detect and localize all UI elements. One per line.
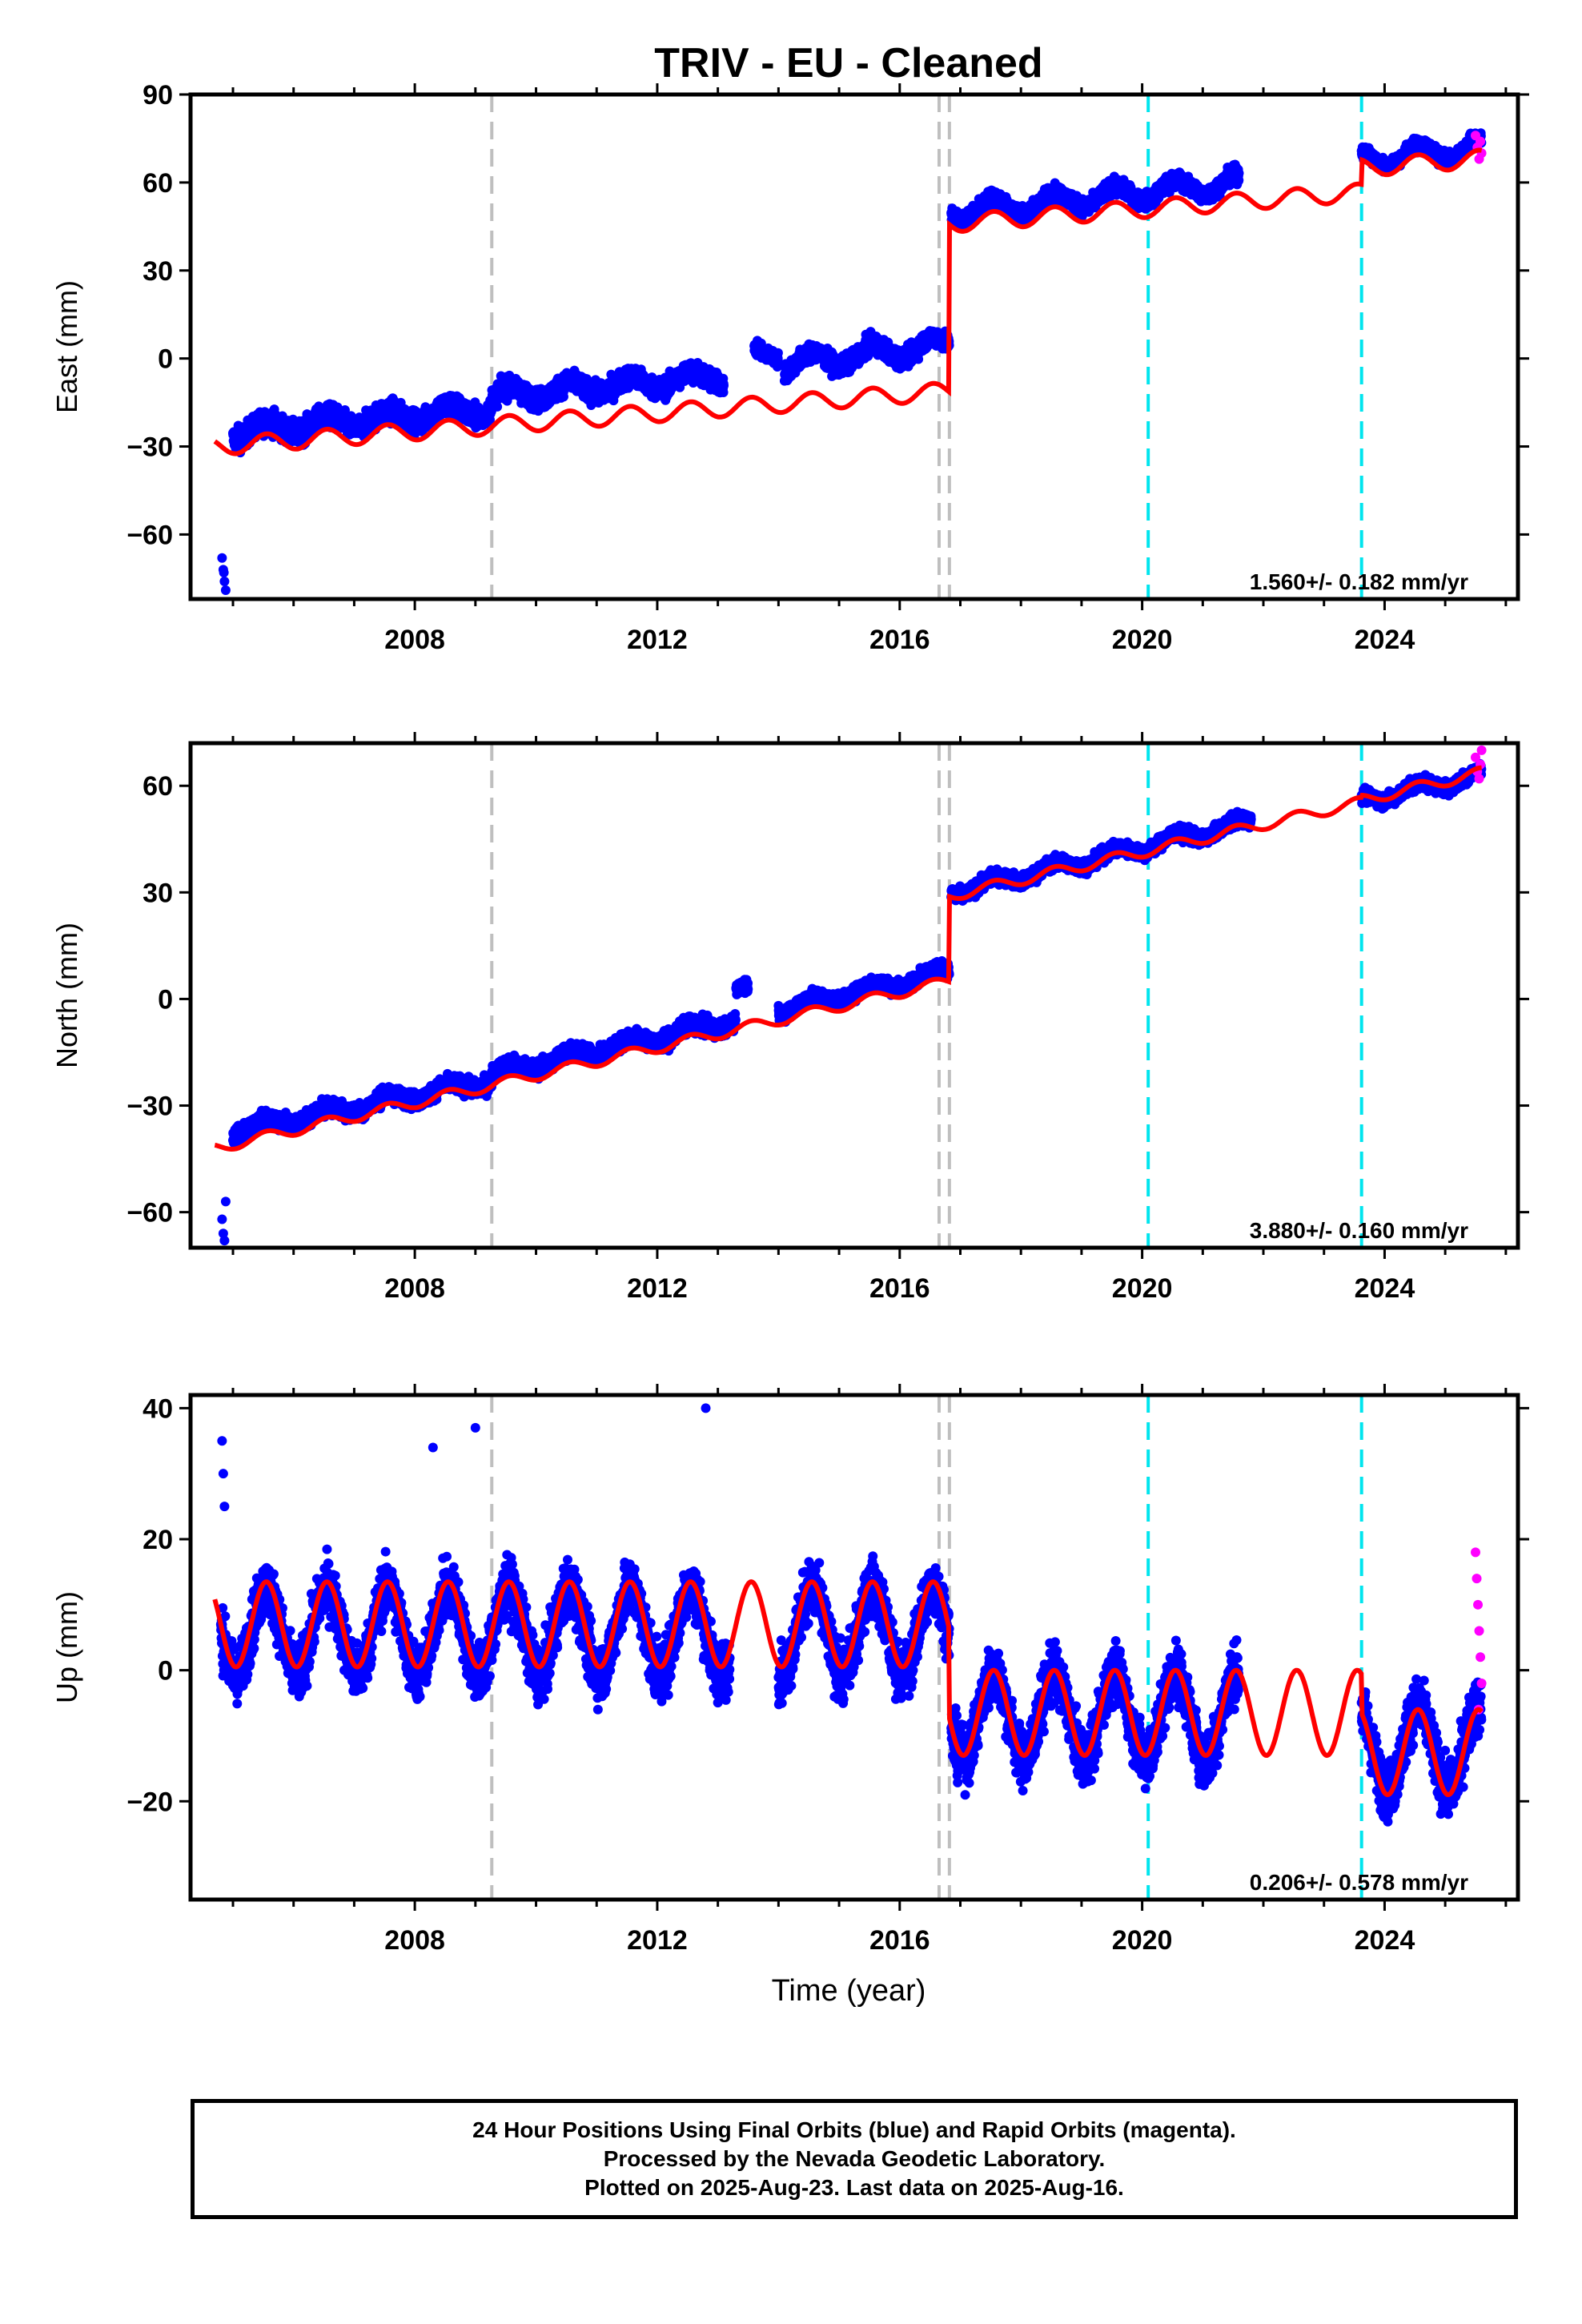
final-orbit-point <box>718 387 729 397</box>
final-orbit-point <box>773 356 784 367</box>
final-orbit-point <box>492 401 503 412</box>
final-orbit-point <box>558 392 568 402</box>
final-orbit-point <box>773 348 783 358</box>
final-orbit-point <box>913 354 924 364</box>
plot-area <box>213 94 1487 599</box>
final-orbit-point <box>718 380 729 391</box>
figure-title: TRIV - EU - Cleaned <box>654 40 1042 86</box>
